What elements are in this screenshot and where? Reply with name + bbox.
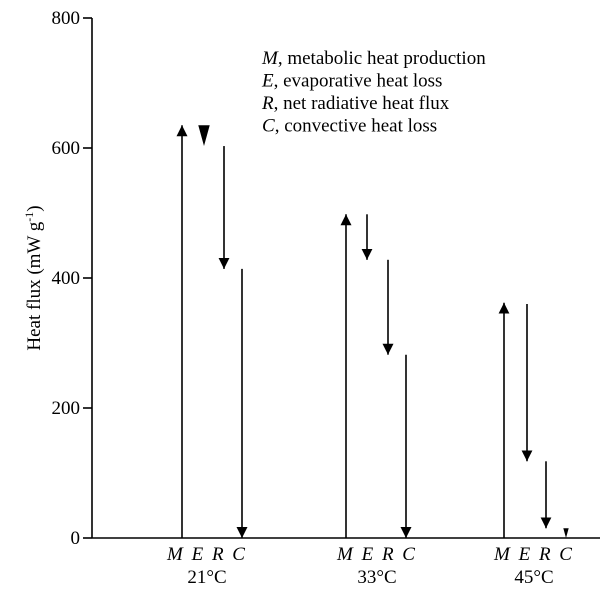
y-tick-label: 800 [52,8,81,29]
series-letter: M [166,544,192,565]
legend-entry: M, metabolic heat production [261,48,486,69]
series-letter: M [493,544,519,565]
series-letter: R [211,544,232,565]
legend-text: , evaporative heat loss [274,71,443,92]
series-letter: R [538,544,559,565]
group-label: 33°C [357,567,396,588]
legend-letter: C [262,116,275,137]
y-axis-label: Heat flux (mW g-1) [22,205,45,350]
group-label: 45°C [514,567,553,588]
legend-text: , net radiative heat flux [274,93,450,114]
y-axis-label-superscript: -1 [22,212,36,222]
series-letter: C [559,544,574,565]
legend-letter: R [261,93,274,114]
group-label: 21°C [187,567,226,588]
y-tick-label: 400 [52,268,81,289]
legend-letter: E [261,71,274,92]
arrow-marks [176,125,569,538]
arrow-C-45°C [563,528,569,538]
legend-entry: E, evaporative heat loss [261,71,442,92]
legend-text: , metabolic heat production [278,48,486,69]
y-tick-label: 200 [52,398,81,419]
series-letter: R [381,544,402,565]
legend-entry: C, convective heat loss [262,116,437,137]
series-letters-2: M E R C [493,544,574,565]
arrow-E-21°C [198,125,210,147]
y-axis-label-close: ) [24,205,45,211]
series-letter: E [518,544,539,565]
x-labels: M E R C21°CM E R C33°CM E R C45°C [166,544,574,588]
y-ticks: 0 200 400 600 800 [52,8,92,549]
series-letter: E [191,544,212,565]
legend-text: , convective heat loss [275,116,438,137]
series-letter: E [361,544,382,565]
y-tick-label: 600 [52,138,81,159]
y-tick-label: 0 [71,528,81,549]
series-letter: C [402,544,417,565]
series-letter: C [232,544,247,565]
series-letter: M [336,544,362,565]
legend-letter: M [261,48,279,69]
series-letters-0: M E R C [166,544,247,565]
series-letters-1: M E R C [336,544,417,565]
legend-entry: R, net radiative heat flux [261,93,450,114]
